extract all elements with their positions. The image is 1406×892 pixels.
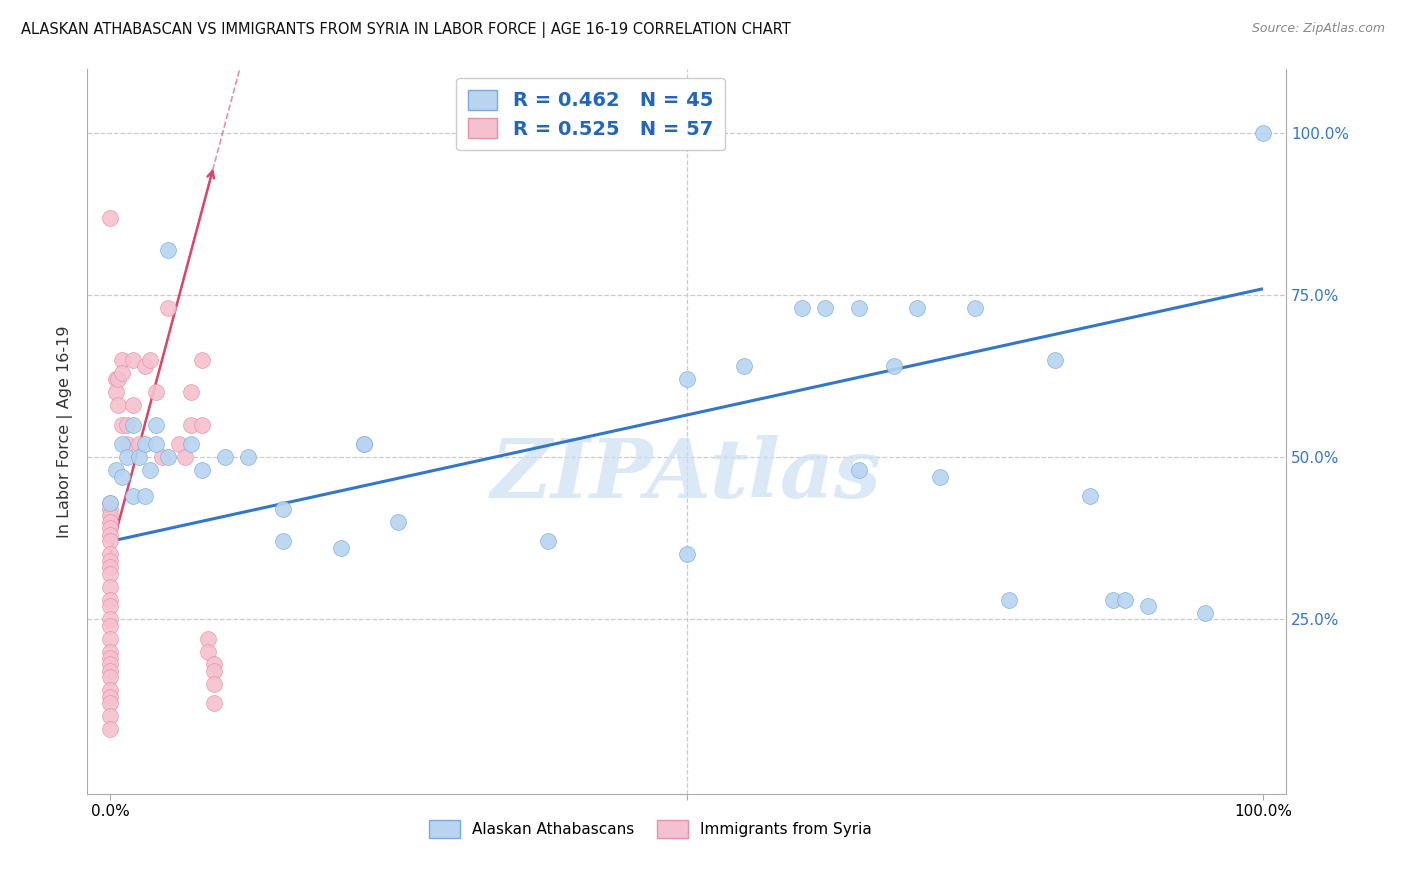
- Point: [122, 489, 145, 503]
- Point: [197, 644, 219, 658]
- Point: [98, 547, 121, 561]
- Point: [122, 417, 145, 432]
- Point: [1114, 592, 1136, 607]
- Point: [1078, 489, 1101, 503]
- Point: [98, 657, 121, 672]
- Point: [1136, 599, 1159, 614]
- Point: [98, 644, 121, 658]
- Point: [117, 437, 139, 451]
- Point: [98, 723, 121, 737]
- Point: [104, 385, 127, 400]
- Point: [929, 469, 952, 483]
- Point: [145, 437, 167, 451]
- Point: [111, 353, 134, 368]
- Point: [180, 417, 202, 432]
- Text: Source: ZipAtlas.com: Source: ZipAtlas.com: [1251, 22, 1385, 36]
- Point: [963, 301, 986, 316]
- Y-axis label: In Labor Force | Age 16-19: In Labor Force | Age 16-19: [58, 325, 73, 538]
- Point: [238, 450, 260, 465]
- Point: [98, 632, 121, 646]
- Point: [353, 437, 375, 451]
- Point: [98, 560, 121, 574]
- Point: [139, 353, 162, 368]
- Point: [98, 211, 121, 225]
- Point: [134, 437, 156, 451]
- Point: [202, 677, 225, 691]
- Point: [98, 502, 121, 516]
- Point: [675, 547, 697, 561]
- Point: [191, 463, 214, 477]
- Point: [134, 359, 156, 374]
- Point: [145, 417, 167, 432]
- Point: [98, 592, 121, 607]
- Point: [122, 398, 145, 412]
- Point: [790, 301, 813, 316]
- Point: [117, 417, 139, 432]
- Point: [180, 437, 202, 451]
- Legend: Alaskan Athabascans, Immigrants from Syria: Alaskan Athabascans, Immigrants from Syr…: [423, 814, 877, 845]
- Point: [271, 534, 294, 549]
- Point: [169, 437, 191, 451]
- Point: [98, 709, 121, 723]
- Point: [1251, 126, 1274, 140]
- Point: [197, 632, 219, 646]
- Point: [1102, 592, 1125, 607]
- Point: [202, 657, 225, 672]
- Point: [104, 372, 127, 386]
- Point: [191, 353, 214, 368]
- Point: [98, 495, 121, 509]
- Point: [107, 398, 129, 412]
- Point: [329, 541, 352, 555]
- Point: [848, 463, 870, 477]
- Point: [98, 554, 121, 568]
- Point: [111, 417, 134, 432]
- Point: [98, 534, 121, 549]
- Point: [733, 359, 755, 374]
- Point: [905, 301, 928, 316]
- Point: [98, 495, 121, 509]
- Point: [675, 372, 697, 386]
- Point: [98, 670, 121, 684]
- Point: [98, 612, 121, 626]
- Point: [98, 528, 121, 542]
- Point: [98, 508, 121, 523]
- Point: [98, 690, 121, 704]
- Point: [98, 521, 121, 535]
- Text: ALASKAN ATHABASCAN VS IMMIGRANTS FROM SYRIA IN LABOR FORCE | AGE 16-19 CORRELATI: ALASKAN ATHABASCAN VS IMMIGRANTS FROM SY…: [21, 22, 790, 38]
- Point: [98, 580, 121, 594]
- Point: [122, 353, 145, 368]
- Point: [814, 301, 837, 316]
- Point: [214, 450, 236, 465]
- Point: [156, 450, 179, 465]
- Point: [104, 463, 127, 477]
- Point: [180, 385, 202, 400]
- Point: [134, 489, 156, 503]
- Point: [1045, 353, 1067, 368]
- Point: [145, 385, 167, 400]
- Point: [139, 463, 162, 477]
- Point: [98, 696, 121, 710]
- Point: [202, 696, 225, 710]
- Point: [150, 450, 173, 465]
- Point: [98, 515, 121, 529]
- Point: [107, 372, 129, 386]
- Point: [128, 450, 150, 465]
- Point: [998, 592, 1021, 607]
- Text: ZIPAtlas: ZIPAtlas: [491, 434, 882, 515]
- Point: [174, 450, 197, 465]
- Point: [98, 599, 121, 614]
- Point: [98, 618, 121, 632]
- Point: [98, 651, 121, 665]
- Point: [1194, 606, 1216, 620]
- Point: [883, 359, 905, 374]
- Point: [156, 301, 179, 316]
- Point: [117, 450, 139, 465]
- Point: [111, 366, 134, 380]
- Point: [111, 437, 134, 451]
- Point: [202, 664, 225, 678]
- Point: [98, 566, 121, 581]
- Point: [98, 683, 121, 698]
- Point: [537, 534, 560, 549]
- Point: [848, 301, 870, 316]
